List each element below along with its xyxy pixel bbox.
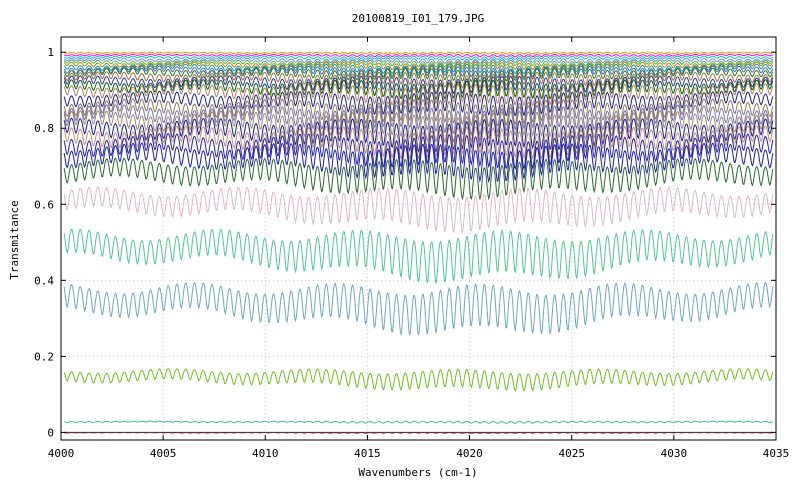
series-line (63, 61, 774, 71)
series-line (63, 368, 774, 392)
y-tick-label: 0 (47, 426, 54, 439)
x-tick-label: 4015 (354, 447, 381, 460)
plot-frame (60, 36, 777, 441)
y-tick-label: 0.8 (34, 122, 54, 135)
series-line (63, 117, 774, 154)
series-line (63, 90, 774, 117)
series-line (63, 83, 774, 107)
series-line (63, 142, 774, 183)
series-line (63, 59, 774, 68)
series-line (63, 71, 774, 89)
y-axis-label: Transmitance (8, 200, 21, 279)
x-tick-label: 4010 (252, 447, 279, 460)
axis-ticks: 4000 4005 4010 4015 4020 4025 4030 4035 0 0.2 0.4 0… (34, 37, 789, 460)
series-line (63, 75, 774, 95)
series-line (63, 228, 774, 285)
x-tick-label: 4005 (150, 447, 177, 460)
series-line (63, 51, 774, 55)
series-line (63, 79, 774, 101)
chart-title: 20100819_I01_179.JPG (352, 12, 484, 25)
x-axis-label: Wavenumbers (cm-1) (358, 466, 477, 479)
y-tick-label: 1 (47, 46, 54, 59)
y-tick-label: 0.2 (34, 350, 54, 363)
series-line (64, 431, 773, 434)
series-line (63, 420, 774, 424)
series-line (63, 53, 774, 58)
series-line (63, 104, 774, 136)
series-line (63, 98, 774, 128)
x-tick-label: 4035 (763, 447, 790, 460)
series-layer (63, 51, 774, 434)
y-tick-label: 0.6 (34, 198, 54, 211)
x-tick-label: 4025 (558, 447, 585, 460)
series-line (63, 55, 774, 61)
x-tick-label: 4030 (661, 447, 688, 460)
series-line (63, 282, 774, 336)
series-line (63, 132, 774, 171)
series-line (63, 65, 774, 79)
series-line (63, 67, 774, 83)
series-line (63, 186, 774, 234)
series-line (63, 109, 774, 143)
x-tick-label: 4020 (456, 447, 483, 460)
y-tick-label: 0.4 (34, 274, 54, 287)
series-line (63, 57, 774, 65)
series-line (63, 63, 774, 75)
series-line (63, 125, 774, 161)
series-line (63, 157, 774, 201)
x-tick-label: 4000 (48, 447, 75, 460)
